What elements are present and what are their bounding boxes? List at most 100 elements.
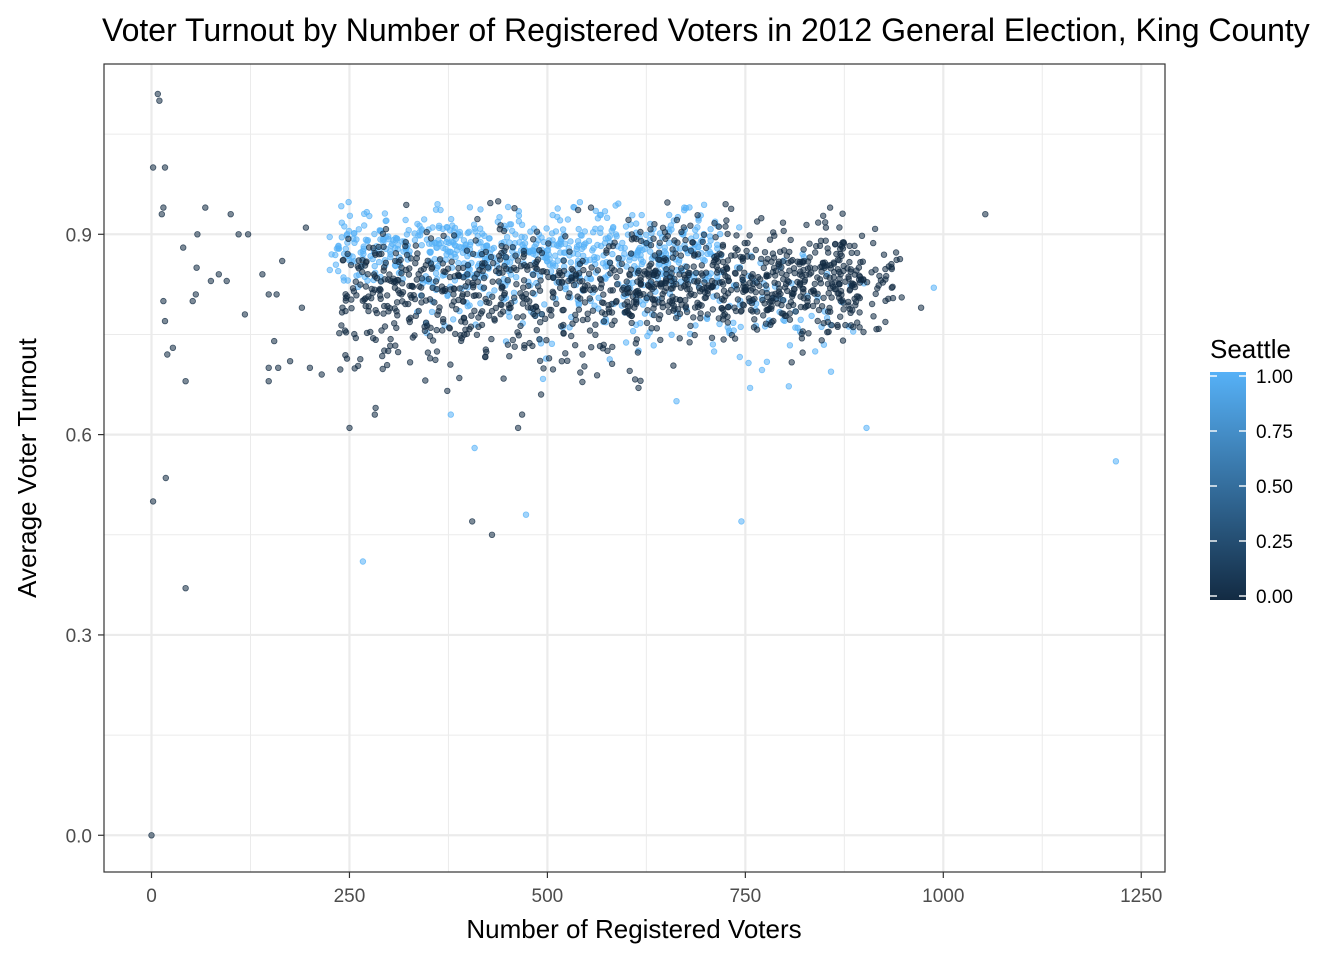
- data-point: [415, 307, 422, 315]
- data-point: [530, 305, 537, 312]
- data-point: [572, 311, 579, 318]
- data-point: [579, 351, 586, 358]
- data-point: [649, 296, 657, 304]
- data-point: [347, 261, 355, 269]
- data-point: [835, 290, 842, 297]
- data-point: [768, 319, 775, 326]
- data-point: [676, 310, 684, 317]
- data-point: [815, 306, 823, 314]
- data-point: [504, 341, 512, 348]
- data-point: [326, 266, 333, 274]
- data-point: [635, 384, 642, 392]
- data-point: [394, 242, 402, 249]
- data-point: [326, 233, 333, 241]
- data-point: [506, 353, 513, 360]
- data-point: [553, 300, 560, 307]
- data-point: [650, 235, 657, 242]
- data-point: [413, 276, 420, 283]
- data-point: [182, 378, 189, 385]
- data-point: [455, 272, 462, 279]
- data-point: [670, 307, 677, 314]
- data-point: [468, 312, 475, 319]
- data-point: [694, 224, 701, 231]
- data-point: [738, 307, 745, 314]
- data-point: [509, 243, 516, 251]
- data-point: [860, 328, 867, 336]
- data-point: [393, 324, 400, 332]
- data-point: [335, 243, 342, 250]
- data-point: [452, 330, 459, 338]
- data-point: [691, 331, 698, 339]
- data-point: [388, 242, 395, 249]
- data-point: [797, 316, 804, 323]
- data-point: [340, 274, 347, 281]
- data-point: [460, 315, 468, 322]
- data-point: [734, 296, 742, 303]
- data-point: [451, 285, 458, 293]
- data-point: [359, 297, 366, 304]
- data-point: [477, 300, 484, 307]
- data-point: [876, 272, 883, 280]
- data-point: [502, 254, 510, 261]
- data-point: [592, 207, 599, 215]
- data-point: [550, 290, 557, 297]
- data-point: [345, 198, 352, 206]
- data-point: [820, 294, 827, 302]
- data-point: [482, 242, 489, 250]
- data-point: [808, 288, 815, 295]
- data-point: [597, 242, 605, 250]
- data-point: [369, 255, 376, 263]
- data-point: [761, 248, 769, 256]
- data-point: [499, 269, 506, 276]
- data-point: [545, 355, 553, 362]
- data-point: [379, 230, 387, 237]
- data-point: [530, 271, 537, 278]
- data-point: [504, 277, 511, 284]
- data-point: [562, 350, 569, 357]
- data-point: [593, 372, 601, 379]
- data-point: [562, 233, 569, 240]
- data-point: [182, 585, 189, 592]
- data-point: [799, 285, 806, 292]
- data-point: [676, 335, 683, 342]
- data-point: [361, 222, 368, 229]
- data-point: [355, 226, 362, 233]
- data-point: [485, 235, 493, 242]
- data-point: [189, 297, 196, 305]
- data-point: [687, 322, 694, 330]
- data-point: [713, 263, 720, 271]
- data-point: [677, 265, 685, 272]
- data-point: [392, 342, 399, 349]
- data-point: [618, 260, 625, 267]
- data-point: [820, 212, 827, 219]
- data-point: [715, 223, 723, 230]
- data-point: [825, 249, 832, 256]
- data-point: [725, 277, 732, 284]
- data-point: [666, 211, 673, 219]
- data-point: [628, 319, 635, 327]
- data-point: [740, 279, 747, 287]
- data-point: [424, 349, 432, 356]
- data-point: [338, 202, 345, 210]
- data-point: [529, 250, 537, 257]
- data-point: [779, 219, 787, 226]
- data-point: [885, 263, 892, 270]
- data-point: [434, 200, 441, 208]
- data-point: [690, 263, 697, 270]
- data-point: [840, 306, 847, 313]
- data-point: [872, 290, 879, 298]
- data-point: [506, 221, 513, 228]
- data-point: [363, 208, 370, 216]
- data-point: [712, 233, 719, 241]
- data-point: [609, 225, 617, 232]
- data-point: [383, 361, 391, 369]
- data-point: [744, 253, 751, 260]
- data-point: [682, 281, 689, 288]
- data-point: [668, 226, 675, 233]
- data-point: [495, 278, 502, 285]
- data-point: [586, 295, 593, 302]
- data-point: [524, 266, 531, 273]
- data-point: [898, 294, 905, 301]
- data-point: [427, 235, 435, 242]
- data-point: [491, 287, 498, 294]
